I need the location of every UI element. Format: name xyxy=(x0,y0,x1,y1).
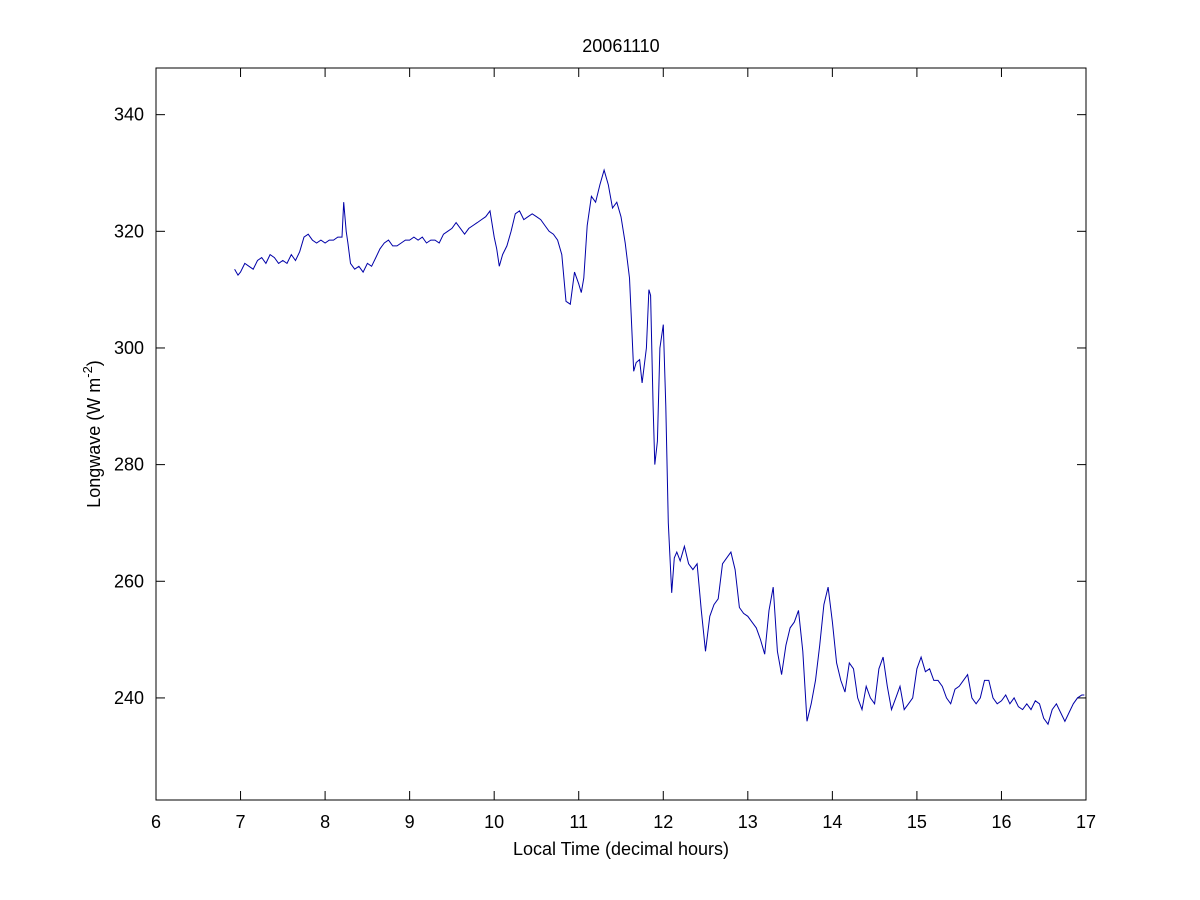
y-tick-label: 320 xyxy=(114,221,144,241)
y-tick-label: 240 xyxy=(114,688,144,708)
x-tick-label: 14 xyxy=(822,812,842,832)
x-tick-label: 10 xyxy=(484,812,504,832)
plot-area xyxy=(156,68,1086,800)
y-tick-label: 280 xyxy=(114,455,144,475)
y-axis-label: Longwave (W m-2) xyxy=(80,360,104,508)
y-tick-label: 300 xyxy=(114,338,144,358)
chart-title: 20061110 xyxy=(582,36,659,56)
y-axis-ticks: 240 260 280 300 320 340 xyxy=(114,105,1086,708)
y-tick-label: 340 xyxy=(114,105,144,125)
x-axis-label: Local Time (decimal hours) xyxy=(513,839,729,859)
x-tick-label: 17 xyxy=(1076,812,1096,832)
y-axis-label-close: ) xyxy=(84,360,104,366)
x-tick-label: 15 xyxy=(907,812,927,832)
x-tick-label: 7 xyxy=(236,812,246,832)
x-tick-label: 13 xyxy=(738,812,758,832)
x-tick-label: 11 xyxy=(569,812,588,832)
x-tick-label: 9 xyxy=(405,812,415,832)
x-tick-label: 8 xyxy=(320,812,330,832)
x-axis-ticks: 6 7 8 9 10 11 12 13 14 15 16 17 xyxy=(151,68,1096,832)
axes-frame xyxy=(155,67,1087,801)
y-axis-label-main: Longwave (W m xyxy=(84,378,104,508)
x-tick-label: 12 xyxy=(653,812,673,832)
y-tick-label: 260 xyxy=(114,571,144,591)
x-tick-label: 16 xyxy=(991,812,1011,832)
x-tick-label: 6 xyxy=(151,812,161,832)
y-axis-label-exponent: -2 xyxy=(80,366,95,378)
longwave-series-line xyxy=(234,168,1085,726)
